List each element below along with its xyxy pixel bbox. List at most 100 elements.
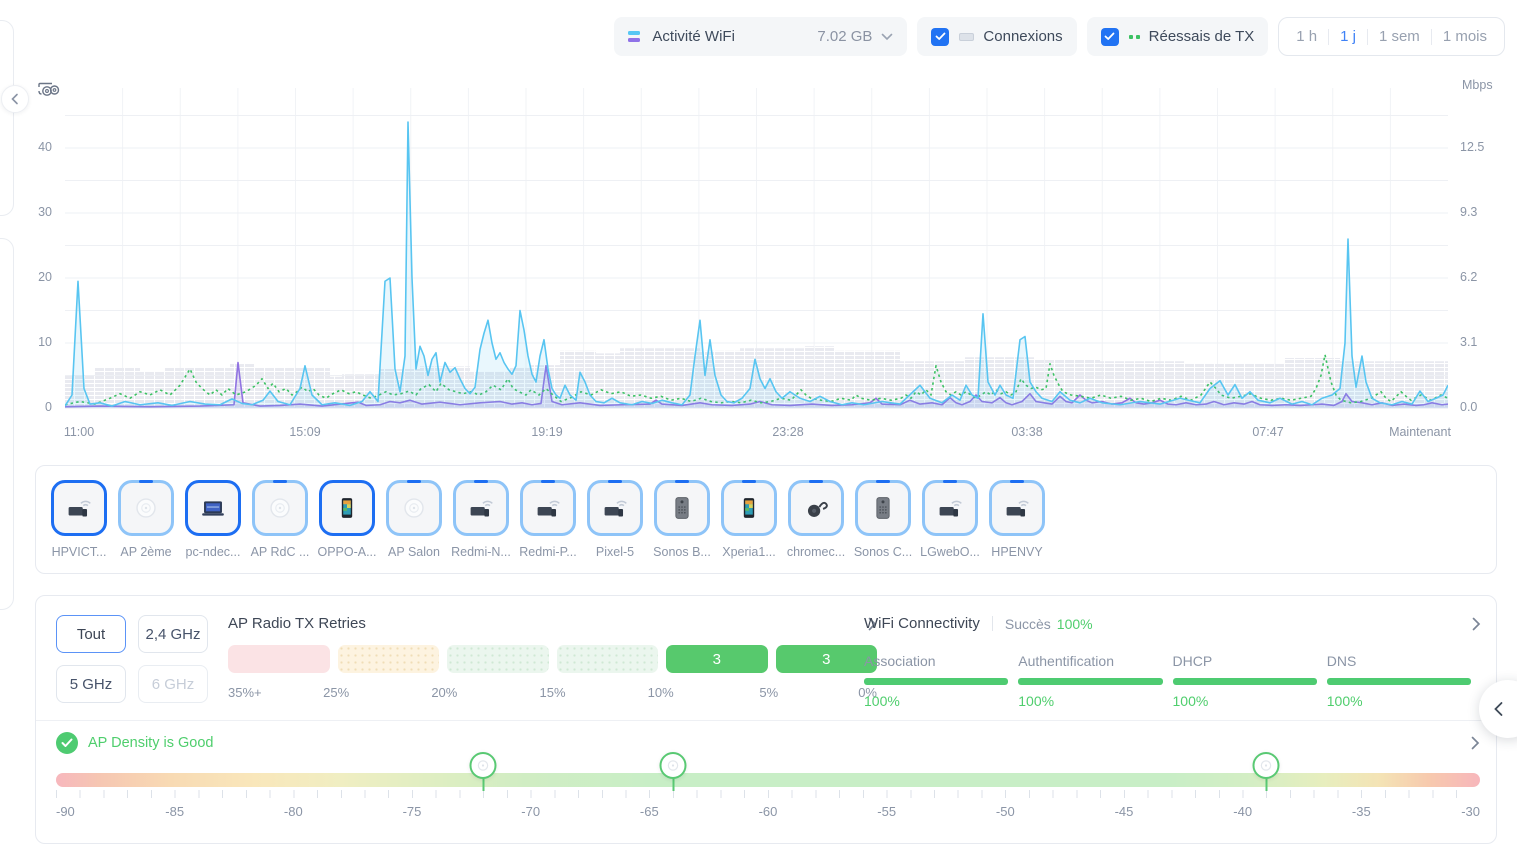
connectivity-metric-authentification: Authentification100% xyxy=(1018,653,1172,709)
x-axis-tick: 07:47 xyxy=(1252,425,1283,439)
metric-value: 100% xyxy=(1327,693,1481,709)
device-wifi-icon xyxy=(598,491,632,525)
metric-label: DNS xyxy=(1327,653,1481,669)
device-tile[interactable]: AP 2ème xyxy=(118,480,174,559)
check-circle-icon xyxy=(56,732,78,754)
device-ring xyxy=(252,480,308,536)
device-name: AP Salon xyxy=(382,545,446,559)
metric-label: Authentification xyxy=(1018,653,1172,669)
tx-retry-segment xyxy=(228,645,330,673)
tx-retry-count: 3 xyxy=(822,651,830,668)
device-ring xyxy=(587,480,643,536)
device-name: AP RdC ... xyxy=(248,545,312,559)
ring-segment xyxy=(407,480,421,483)
tx-retry-segment xyxy=(557,645,659,673)
tx-retry-scale-label: 15% xyxy=(539,685,565,700)
device-tile[interactable]: Redmi-P... xyxy=(520,480,576,559)
chart-controls: Activité WiFi 7.02 GB Connexions Réessai… xyxy=(614,17,1505,56)
time-range-1-h[interactable]: 1 h xyxy=(1285,28,1328,45)
time-range-1-sem[interactable]: 1 sem xyxy=(1368,28,1431,45)
ring-segment xyxy=(809,480,823,483)
band-filter-2-4-ghz[interactable]: 2,4 GHz xyxy=(138,615,208,653)
device-tile[interactable]: pc-ndec... xyxy=(185,480,241,559)
device-tile[interactable]: OPPO-A... xyxy=(319,480,375,559)
devices-panel: HPVICT... AP 2ème pc-ndec... AP RdC ... … xyxy=(35,465,1497,574)
device-name: AP 2ème xyxy=(114,545,178,559)
tx-retry-segment xyxy=(338,645,440,673)
chevron-right-icon xyxy=(1472,617,1481,631)
connections-toggle[interactable]: Connexions xyxy=(917,17,1076,56)
device-ring xyxy=(721,480,777,536)
density-scale-label: -45 xyxy=(1115,804,1134,819)
tx-retry-scale-label: 20% xyxy=(431,685,457,700)
band-filter-5-ghz[interactable]: 5 GHz xyxy=(56,665,126,703)
y-axis-tick: 30 xyxy=(0,205,52,219)
tx-retry-scale-label: 10% xyxy=(648,685,674,700)
y-axis-tick: 3.1 xyxy=(1460,335,1477,349)
x-axis-tick: 11:00 xyxy=(64,425,94,439)
connections-toggle-label: Connexions xyxy=(983,28,1062,45)
time-range-1-j[interactable]: 1 j xyxy=(1329,28,1367,45)
time-range-1-mois[interactable]: 1 mois xyxy=(1432,28,1498,45)
access-point-icon xyxy=(263,491,297,525)
tx-retry-segment: 3 xyxy=(666,645,768,673)
device-tile[interactable]: LGwebO... xyxy=(922,480,978,559)
connectivity-detail-button[interactable] xyxy=(1472,617,1481,631)
x-axis-tick: Maintenant xyxy=(1389,425,1451,439)
device-tile[interactable]: Sonos C... xyxy=(855,480,911,559)
device-tile[interactable]: Xperia1... xyxy=(721,480,777,559)
activity-selector[interactable]: Activité WiFi 7.02 GB xyxy=(614,17,907,56)
density-scale-labels: -90-85-80-75-70-65-60-55-50-45-40-35-30 xyxy=(56,804,1480,820)
device-tile[interactable]: Redmi-N... xyxy=(453,480,509,559)
chart-plot[interactable] xyxy=(65,88,1448,418)
access-point-icon xyxy=(477,759,490,772)
device-wifi-icon xyxy=(1000,491,1034,525)
device-tile[interactable]: AP RdC ... xyxy=(252,480,308,559)
ap-density-detail-button[interactable] xyxy=(1471,736,1480,750)
ring-segment xyxy=(943,480,957,483)
y-axis-tick: 6.2 xyxy=(1460,270,1477,284)
chevron-down-icon xyxy=(881,33,893,41)
ring-segment xyxy=(474,480,488,483)
band-filter-6-ghz: 6 GHz xyxy=(138,665,208,703)
y-axis-tick: 0.0 xyxy=(1460,400,1477,414)
device-tile[interactable]: chromec... xyxy=(788,480,844,559)
chevron-left-icon xyxy=(1493,701,1504,717)
device-tile[interactable]: AP Salon xyxy=(386,480,442,559)
ap-density-marker[interactable] xyxy=(470,752,497,779)
device-ring xyxy=(989,480,1045,536)
tx-retries-toggle-label: Réessais de TX xyxy=(1149,28,1255,45)
device-tile[interactable]: HPVICT... xyxy=(51,480,107,559)
device-tile[interactable]: HPENVY xyxy=(989,480,1045,559)
tx-retries-toggle[interactable]: Réessais de TX xyxy=(1087,17,1269,56)
ring-segment xyxy=(742,480,756,483)
device-ring xyxy=(520,480,576,536)
density-scale-label: -35 xyxy=(1352,804,1371,819)
device-tile[interactable]: Pixel-5 xyxy=(587,480,643,559)
metric-value: 100% xyxy=(1173,693,1327,709)
ap-density-marker[interactable] xyxy=(660,752,687,779)
device-name: Xperia1... xyxy=(717,545,781,559)
tx-retries-icon xyxy=(1129,35,1140,39)
device-name: chromec... xyxy=(784,545,848,559)
device-ring xyxy=(118,480,174,536)
metric-bar xyxy=(1018,678,1162,685)
metric-value: 100% xyxy=(864,693,1018,709)
device-wifi-icon xyxy=(933,491,967,525)
device-name: Pixel-5 xyxy=(583,545,647,559)
y-axis-tick: 12.5 xyxy=(1460,140,1484,154)
x-axis: 11:0015:0919:1923:2803:3807:47Maintenant xyxy=(65,425,1448,443)
band-filter-tout[interactable]: Tout xyxy=(56,615,126,653)
laptop-icon xyxy=(196,491,230,525)
density-scale-label: -75 xyxy=(403,804,422,819)
ap-density-marker[interactable] xyxy=(1253,752,1280,779)
x-axis-tick: 15:09 xyxy=(289,425,320,439)
device-tile[interactable]: Sonos B... xyxy=(654,480,710,559)
speaker-icon xyxy=(665,491,699,525)
x-axis-tick: 03:38 xyxy=(1011,425,1042,439)
density-scale-label: -85 xyxy=(165,804,184,819)
device-name: HPENVY xyxy=(985,545,1049,559)
wifi-activity-chart: Mbps 010203040 0.03.16.29.312.5 11:0015:… xyxy=(0,78,1517,450)
metric-label: DHCP xyxy=(1173,653,1327,669)
density-scale-label: -70 xyxy=(521,804,540,819)
